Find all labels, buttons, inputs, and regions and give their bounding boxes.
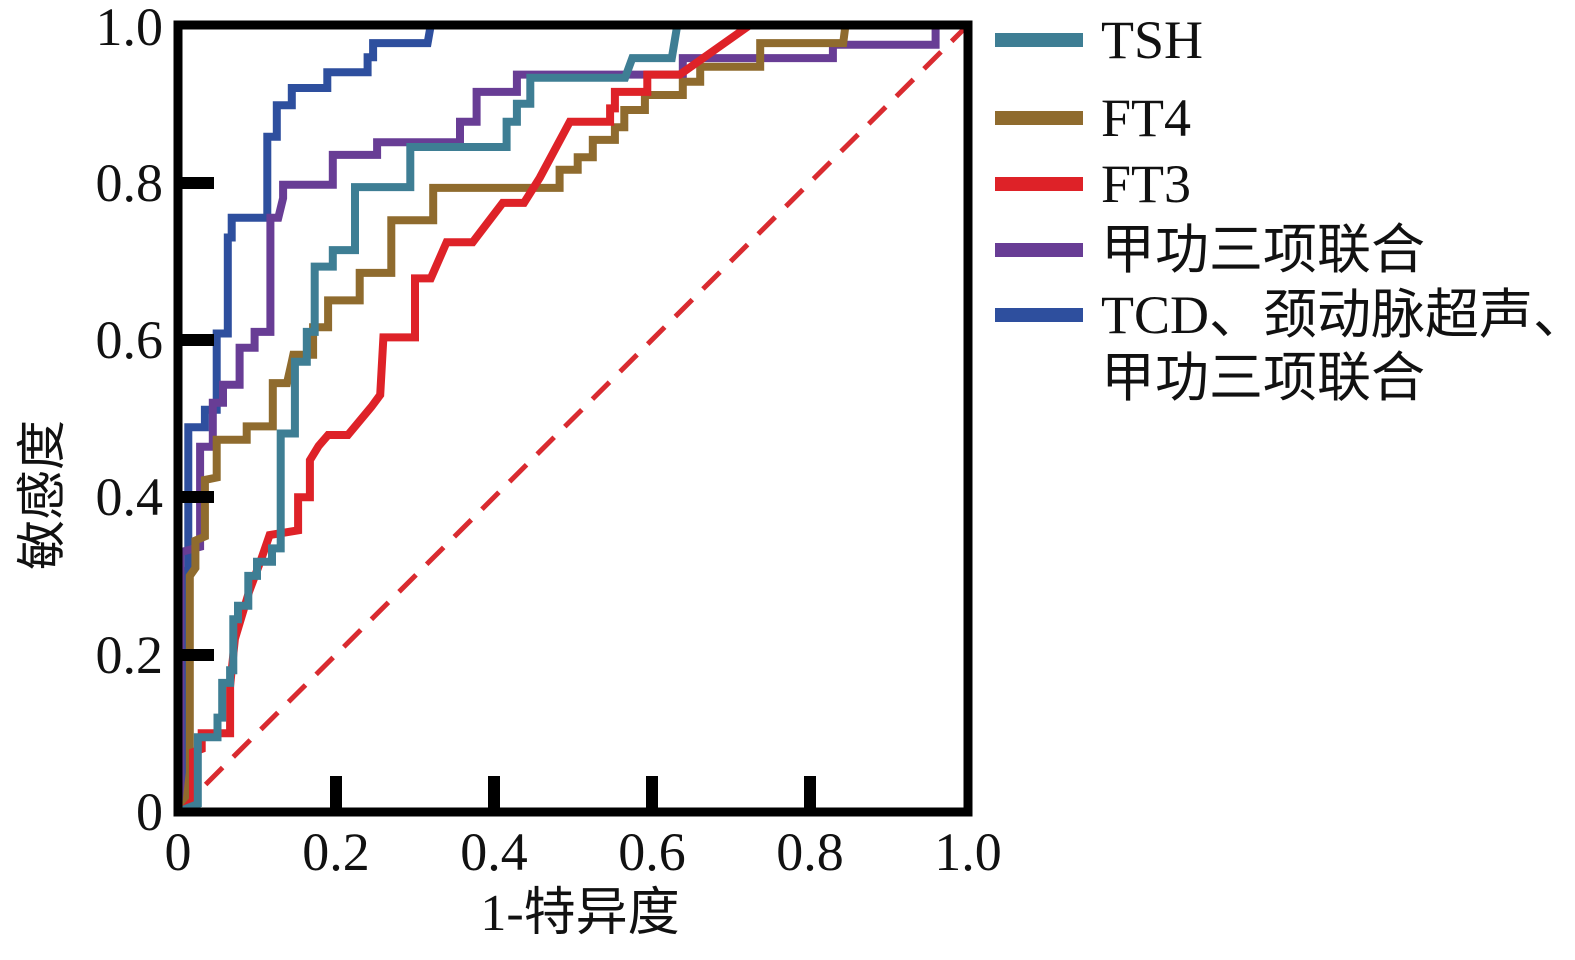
y-tick-label-0.2: 0.2	[95, 625, 164, 685]
legend-swatch-thyroid-panel	[995, 243, 1083, 257]
legend-swatch-tcd-combined	[995, 308, 1083, 322]
legend-item-tsh: TSH	[995, 12, 1203, 68]
x-axis-ticks	[330, 776, 816, 808]
x-tick-label-1.0: 1.0	[934, 822, 1002, 882]
y-tick-0.8	[182, 177, 214, 189]
y-tick-0.6	[182, 334, 214, 346]
x-tick-label-0: 0	[164, 822, 192, 882]
legend-label-ft3: FT3	[1101, 154, 1192, 214]
y-tick-label-1.0: 1.0	[95, 0, 164, 57]
x-axis-title: 1-特异度	[480, 885, 680, 942]
legend-item-ft4: FT4	[995, 90, 1191, 146]
legend-label-tcd-combined-line2: 甲功三项联合	[1101, 348, 1425, 408]
roc-curve-ft4	[176, 21, 968, 816]
legend-item-ft3: FT3	[995, 156, 1191, 212]
roc-curve-tsh	[176, 21, 968, 816]
y-tick-label-0.4: 0.4	[95, 467, 164, 527]
legend-label-ft4: FT4	[1101, 88, 1192, 148]
y-tick-label-0: 0	[136, 782, 163, 842]
x-tick-label-0.4: 0.4	[460, 822, 528, 882]
x-tick-0.4	[488, 776, 500, 808]
y-axis-title: 敏感度	[14, 420, 70, 570]
chance-diagonal-line	[176, 23, 970, 814]
roc-curve-tcd-combined	[174, 21, 968, 815]
legend-label-thyroid-panel: 甲功三项联合	[1101, 220, 1425, 280]
x-tick-label-0.2: 0.2	[302, 822, 370, 882]
legend-swatch-ft3	[995, 177, 1083, 191]
legend-swatch-ft4	[995, 111, 1083, 125]
x-tick-0.6	[646, 776, 658, 808]
y-tick-label-0.8: 0.8	[95, 153, 164, 213]
x-tick-label-0.8: 0.8	[776, 822, 844, 882]
y-tick-label-0.6: 0.6	[95, 310, 164, 370]
y-axis-ticks	[182, 177, 214, 661]
x-tick-0.2	[330, 776, 342, 808]
y-tick-0.4	[182, 491, 214, 503]
plot-frame	[173, 20, 973, 817]
legend-label-tsh: TSH	[1101, 10, 1204, 70]
roc-curve-ft3	[176, 21, 968, 816]
legend-item-thyroid-panel: 甲功三项联合	[995, 222, 1425, 278]
x-tick-0.8	[804, 776, 816, 808]
legend-swatch-tsh	[995, 33, 1083, 47]
legend-item-tcd-combined: TCD、颈动脉超声、	[995, 287, 1575, 343]
legend-label-tcd-combined-line1: TCD、颈动脉超声、	[1101, 285, 1575, 345]
y-tick-0.2	[182, 649, 214, 661]
x-tick-label-0.6: 0.6	[618, 822, 686, 882]
